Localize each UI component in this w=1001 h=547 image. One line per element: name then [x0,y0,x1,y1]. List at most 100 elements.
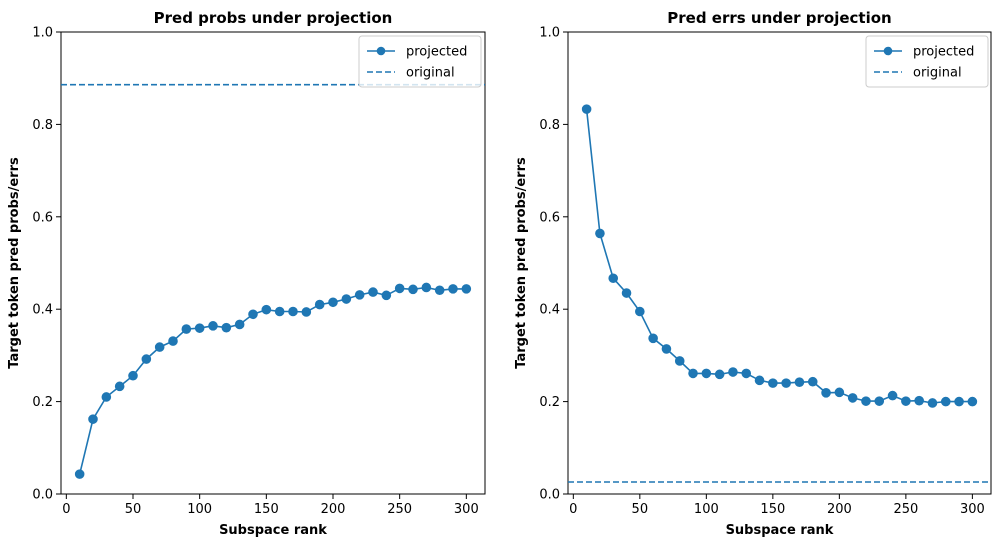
data-point [74,469,85,479]
data-point [194,323,205,333]
x-tick-label: 50 [125,502,142,517]
x-tick-label: 150 [254,502,279,517]
x-tick-label: 250 [387,502,412,517]
plot-area [60,31,486,495]
y-tick-label: 0.0 [32,488,53,503]
data-point [154,342,165,352]
data-point [421,282,432,293]
x-tick-label: 300 [454,502,479,517]
data-point [128,370,138,381]
x-tick-label: 100 [187,502,212,517]
data-point [967,396,978,407]
data-point [408,284,418,295]
data-point [261,304,272,315]
y-tick-label: 0.8 [32,118,53,133]
data-point [728,367,738,377]
plot-area [567,31,992,495]
legend: projected original [358,35,482,88]
data-point [887,390,898,401]
data-point [648,333,658,344]
y-tick-label: 0.6 [539,210,560,225]
data-point [301,307,312,317]
data-point [608,273,619,284]
data-point [248,309,258,320]
legend-label-original: original [406,66,455,81]
data-point [328,297,338,308]
x-tick-label: 150 [760,502,785,517]
data-point [821,388,831,398]
data-point [754,375,765,386]
data-point [940,396,951,407]
data-point [901,396,911,406]
x-tick-label: 300 [960,502,985,517]
data-point [181,324,192,334]
y-tick-label: 1.0 [539,26,560,41]
legend-label-projected: projected [913,45,974,60]
x-tick-label: 0 [62,502,70,517]
data-point [221,322,232,333]
legend: projected original [865,35,989,88]
x-axis-label: Subspace rank [726,523,834,538]
data-point [288,306,298,317]
legend-label-original: original [913,66,962,81]
data-point [208,321,218,331]
legend-marker-projected [883,46,893,56]
data-point [807,376,818,387]
x-tick-label: 100 [694,502,719,517]
data-point [781,378,791,388]
data-point [381,290,392,301]
data-point [847,393,858,403]
data-point [88,414,98,424]
data-point [927,398,938,408]
legend-box [865,35,989,88]
data-point [354,290,365,300]
x-axis-label: Subspace rank [219,523,327,538]
legend-box [358,35,482,88]
y-tick-label: 1.0 [32,26,53,41]
data-point [661,344,672,354]
y-tick-label: 0.0 [539,488,560,503]
data-point [274,306,285,317]
x-tick-label: 0 [569,502,577,517]
data-point [341,294,352,304]
x-tick-label: 200 [321,502,346,517]
data-point [688,368,698,379]
legend-marker-projected [376,46,386,56]
data-point [701,368,712,379]
data-point [114,381,125,392]
data-point [448,284,458,294]
chart-title: Pred errs under projection [667,9,891,27]
data-point [168,336,178,346]
data-point [874,396,885,406]
data-point [234,319,245,330]
y-tick-label: 0.2 [539,395,560,410]
data-point [954,396,964,407]
x-tick-label: 50 [632,502,649,517]
data-point [314,299,325,310]
data-point [914,395,924,406]
chart-panel-1: Pred probs under projection 0 50 100 150 200 2… [7,9,486,538]
data-point [581,104,592,114]
data-point [595,228,605,239]
data-point [141,354,152,364]
y-tick-label: 0.2 [32,395,53,410]
data-point [368,287,378,297]
y-axis-label: Target token pred probs/errs [7,157,22,369]
data-point [394,283,405,294]
x-tick-label: 200 [827,502,852,517]
data-point [861,396,871,406]
data-point [714,369,725,380]
x-tick-label: 250 [893,502,918,517]
data-point [834,387,845,398]
chart-title: Pred probs under projection [154,9,393,27]
data-point [461,284,472,294]
data-point [768,378,778,388]
data-point [434,285,445,296]
y-tick-label: 0.4 [539,303,560,318]
data-point [674,356,685,366]
y-tick-label: 0.8 [539,118,560,133]
data-point [741,368,752,379]
data-point [621,288,632,298]
chart-panel-2: Pred errs under projection 0 50 100 150 200 25… [514,9,992,538]
